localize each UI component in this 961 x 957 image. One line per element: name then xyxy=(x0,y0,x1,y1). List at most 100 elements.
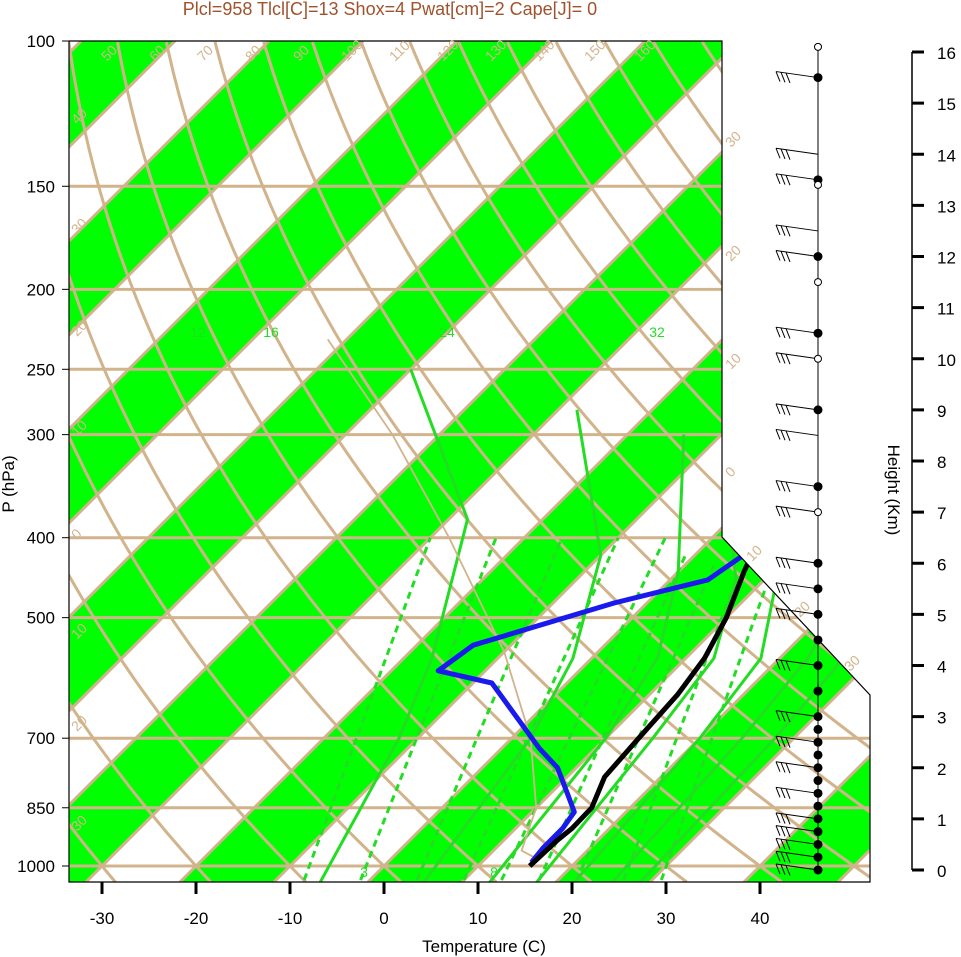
temperature-tick-label: 20 xyxy=(563,909,582,928)
height-marker-filled xyxy=(813,852,823,862)
wind-barb-flag xyxy=(780,826,786,837)
height-tick-label: 9 xyxy=(937,402,946,421)
wind-barb-flag xyxy=(775,812,781,824)
wind-barb-flag xyxy=(780,711,786,722)
wind-barb-flag xyxy=(785,711,791,723)
wind-barb-flag xyxy=(780,583,786,594)
isotherm-band xyxy=(69,41,363,882)
wind-barb-flag xyxy=(780,327,786,339)
wind-barb-flag xyxy=(785,226,791,237)
mixing-ratio-line xyxy=(462,537,620,881)
height-marker-filled xyxy=(813,686,823,696)
pressure-tick-label: 1000 xyxy=(17,857,55,876)
wind-barb-flag xyxy=(780,557,786,569)
wind-barb-flag xyxy=(775,250,781,261)
isotherm-label: 70 xyxy=(194,42,216,64)
wind-barb-flag xyxy=(775,173,781,184)
wind-barb xyxy=(775,326,819,334)
isotherm-band xyxy=(556,41,870,882)
mixing-ratio-label: 3 xyxy=(360,864,368,880)
wind-barb-flag xyxy=(775,327,781,338)
wind-barb-flag xyxy=(785,507,791,518)
wind-barb-flag xyxy=(775,71,781,82)
wind-barb-flag xyxy=(785,430,791,442)
wind-barb-flag xyxy=(780,787,786,799)
wind-barb-flag xyxy=(775,557,781,568)
wind-barb-flag xyxy=(785,558,791,569)
wind-barb-flag xyxy=(780,353,786,364)
height-tick-label: 15 xyxy=(937,95,956,114)
height-marker-open xyxy=(814,508,822,517)
height-tick-label: 10 xyxy=(937,351,956,370)
wind-barb-flag xyxy=(785,839,791,851)
wind-barb xyxy=(775,582,819,590)
mixing-ratio-line xyxy=(575,563,716,881)
dry-adiabat-line xyxy=(69,41,498,882)
isotherm-band xyxy=(69,41,739,882)
wind-barb-flag xyxy=(780,148,786,160)
wind-barb-flag xyxy=(785,584,791,595)
dry-adiabat-line xyxy=(554,41,870,882)
mixing-ratio-label: 8 xyxy=(490,864,498,880)
height-marker-filled xyxy=(813,584,823,594)
height-marker-filled xyxy=(813,737,823,747)
height-tick-label: 1 xyxy=(937,811,946,830)
pressure-axis: 100 150 200 250 300 400 500 700 850 1000 xyxy=(17,32,69,876)
wind-barb-flag xyxy=(775,736,781,747)
height-tick-label: 0 xyxy=(937,862,946,881)
height-marker-filled xyxy=(813,750,823,760)
plot-frame xyxy=(68,40,871,883)
wind-barb xyxy=(775,607,819,615)
height-marker-filled xyxy=(813,558,823,568)
isotherm-line xyxy=(69,41,365,882)
dry-adiabat-line xyxy=(116,41,688,882)
wind-barb-flag xyxy=(785,660,791,672)
height-marker-filled xyxy=(813,801,823,811)
wind-barb-flag xyxy=(775,480,781,491)
mixing-ratio-line xyxy=(415,537,564,881)
wind-barb-flag xyxy=(785,72,791,84)
dry-adiabat-line xyxy=(946,42,961,882)
height-tick-label: 14 xyxy=(937,146,956,165)
wind-barb-flag xyxy=(775,608,781,619)
temperature-tick-label: -30 xyxy=(90,909,115,928)
plot-area xyxy=(69,41,961,882)
temperature-tick-label: -10 xyxy=(278,909,303,928)
isotherm-label: 150 xyxy=(581,36,609,64)
temperature-tick-label: 10 xyxy=(469,909,488,928)
isotherm-line xyxy=(69,41,835,882)
isotherm-band xyxy=(69,41,551,882)
wind-barb xyxy=(775,173,819,181)
dewpoint-line xyxy=(435,56,870,864)
mixing-ratio-line xyxy=(659,587,768,881)
isotherm-line xyxy=(648,41,870,882)
wind-barb-flag xyxy=(785,149,791,160)
wind-barb xyxy=(775,556,819,564)
height-marker-open xyxy=(814,354,822,363)
wind-barb-flag xyxy=(780,404,786,415)
isotherm-line xyxy=(69,41,271,882)
mixing-ratio-label: 12 xyxy=(190,324,206,340)
height-marker-filled xyxy=(813,482,823,492)
height-tick-label: 2 xyxy=(937,760,946,779)
height-marker-filled xyxy=(813,814,823,824)
isotherm-label: 10 xyxy=(743,542,765,564)
moist-adiabat-line xyxy=(318,368,470,882)
pressure-tick-label: 100 xyxy=(27,32,55,51)
height-marker-filled xyxy=(813,788,823,798)
wind-barb-flag xyxy=(780,864,786,875)
temperature-tick-label: 30 xyxy=(657,909,676,928)
wind-barb-flag xyxy=(785,175,791,186)
wind-barb-flag xyxy=(775,838,781,849)
isotherm-line xyxy=(69,41,741,882)
height-marker-open xyxy=(814,278,822,287)
height-marker-open xyxy=(814,180,822,189)
temperature-tick-label: 0 xyxy=(379,909,388,928)
height-marker-filled xyxy=(813,724,823,734)
wind-barb-flag xyxy=(780,174,786,185)
height-marker-filled xyxy=(813,609,823,619)
pressure-tick-label: 500 xyxy=(27,609,55,628)
wind-barb xyxy=(775,352,819,360)
wind-barb-flag xyxy=(785,814,791,825)
